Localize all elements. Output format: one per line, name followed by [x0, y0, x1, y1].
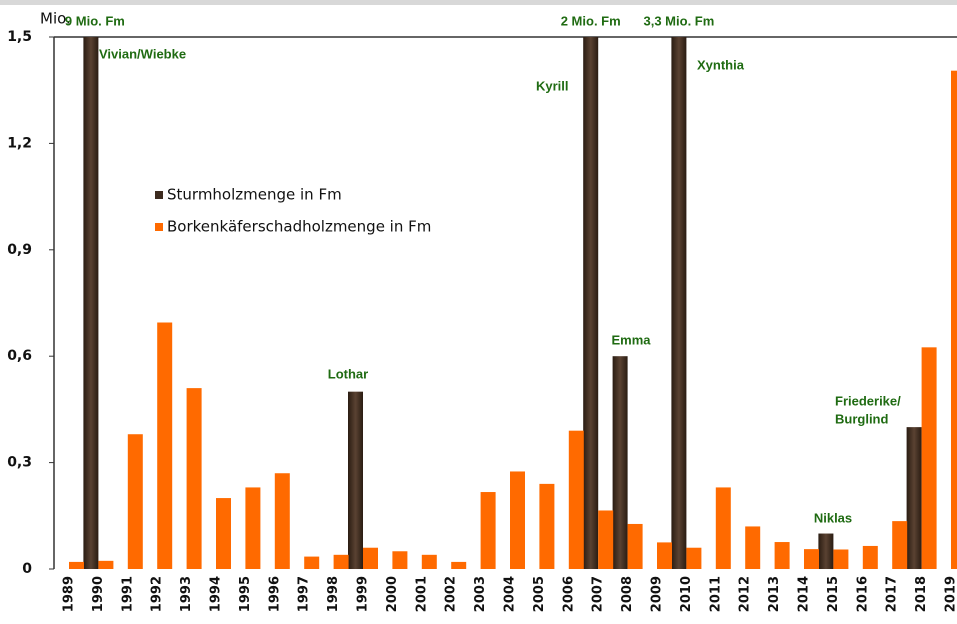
x-tick-label: 1989: [62, 576, 77, 612]
x-tick-label: 2009: [650, 576, 665, 612]
value-label: 3,3 Mio. Fm: [644, 13, 715, 28]
x-tick-label: 1993: [179, 576, 194, 612]
bar: [157, 322, 173, 569]
bar: [245, 487, 261, 569]
bar: [657, 542, 672, 569]
bar: [583, 37, 599, 569]
bar: [921, 347, 937, 569]
x-tick-label: 2015: [826, 576, 841, 612]
bar: [862, 545, 878, 569]
x-tick-label: 2003: [473, 576, 488, 612]
x-tick-label: 2019: [944, 576, 957, 612]
bar: [333, 554, 349, 569]
bar: [804, 549, 819, 569]
legend-swatch: [155, 191, 163, 199]
bar: [539, 483, 555, 569]
bar: [951, 70, 957, 569]
legend-label: Borkenkäferschadholzmenge in Fm: [167, 218, 431, 236]
bar: [906, 427, 922, 569]
bar: [833, 549, 849, 569]
bar: [304, 556, 320, 569]
x-tick-label: 1991: [120, 576, 135, 612]
top-strip: [0, 0, 957, 5]
bar: [686, 547, 702, 569]
bar: [480, 492, 496, 569]
value-label: 2 Mio. Fm: [561, 13, 621, 28]
x-tick-label: 2017: [885, 576, 900, 612]
annotation: Kyrill: [536, 78, 569, 93]
annotation: Xynthia: [697, 57, 745, 72]
x-tick-label: 1990: [91, 576, 106, 612]
y-tick-label: 0: [22, 561, 32, 577]
x-tick-label: 1998: [326, 576, 341, 612]
y-axis-label: Mio.: [40, 10, 71, 28]
x-tick-label: 2014: [797, 576, 812, 612]
bars: [69, 37, 957, 569]
bar: [216, 498, 231, 569]
x-tick-label: 1994: [209, 576, 224, 612]
x-tick-label: 1995: [238, 576, 253, 612]
value-label: 9 Mio. Fm: [65, 13, 125, 28]
x-tick-label: 2006: [561, 576, 576, 612]
bar: [451, 561, 467, 569]
x-tick-label: 2001: [414, 576, 429, 612]
annotation: Friederike/: [835, 393, 901, 408]
bar: [186, 388, 202, 569]
x-tick-label: 1996: [267, 576, 282, 612]
annotation: Lothar: [328, 366, 368, 381]
x-tick-label: 2010: [679, 576, 694, 612]
x-tick-label: 2013: [767, 576, 782, 612]
bar: [421, 554, 437, 569]
x-tick-label: 2000: [385, 576, 400, 612]
x-tick-label: 2002: [444, 576, 459, 612]
bar: [568, 430, 584, 569]
bar: [510, 471, 525, 569]
bar: [612, 356, 628, 569]
bar: [818, 533, 834, 569]
annotation: Burglind: [835, 411, 888, 426]
x-tick-label: 1997: [297, 576, 312, 612]
y-tick-label: 0,6: [7, 348, 32, 364]
bar: [348, 391, 363, 569]
x-tick-label: 2004: [503, 576, 518, 612]
y-tick-label: 0,3: [7, 455, 32, 471]
bar: [774, 542, 790, 569]
annotation: Niklas: [814, 510, 852, 525]
y-tick-label: 1,2: [7, 135, 32, 151]
y-tick-label: 1,5: [7, 29, 32, 45]
annotation: Vivian/Wiebke: [99, 46, 186, 61]
x-tick-label: 2005: [532, 576, 547, 612]
legend-swatch: [155, 223, 163, 231]
bar: [627, 523, 643, 569]
annotation: Emma: [611, 332, 651, 347]
x-tick-label: 2012: [738, 576, 753, 612]
bar: [98, 560, 114, 569]
x-tick-label: 2007: [591, 576, 606, 612]
x-tick-label: 1992: [150, 576, 165, 612]
x-tick-label: 2018: [914, 576, 929, 612]
x-tick-label: 2008: [620, 576, 635, 612]
bar: [69, 561, 84, 569]
bar: [715, 487, 731, 569]
bar: [83, 37, 99, 569]
bar: [892, 521, 908, 569]
bar: [392, 551, 408, 569]
bar: [363, 547, 378, 569]
x-tick-label: 2011: [708, 576, 723, 612]
y-tick-label: 0,9: [7, 242, 32, 258]
x-tick-label: 2016: [855, 576, 870, 612]
legend-label: Sturmholzmenge in Fm: [167, 186, 342, 204]
bar: [671, 37, 687, 569]
x-tick-label: 1999: [356, 576, 371, 612]
bar: [127, 434, 143, 569]
bar: [274, 473, 290, 569]
bar: [598, 510, 614, 569]
bar: [745, 526, 761, 569]
